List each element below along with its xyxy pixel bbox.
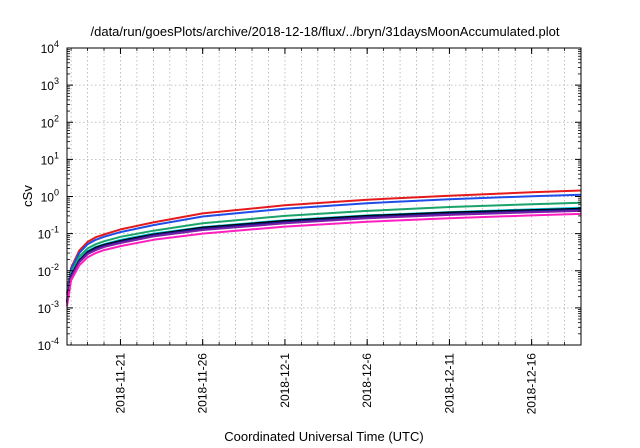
y-tick-base: 10 bbox=[41, 116, 55, 130]
chart-title: /data/run/goesPlots/archive/2018-12-18/f… bbox=[91, 24, 560, 39]
x-axis-label: Coordinated Universal Time (UTC) bbox=[224, 429, 423, 444]
y-tick-base: 10 bbox=[38, 302, 52, 316]
y-tick-base: 10 bbox=[38, 265, 52, 279]
y-tick-label: 10-1 bbox=[38, 225, 59, 242]
series-line-5 bbox=[66, 207, 582, 302]
y-tick-base: 10 bbox=[41, 79, 55, 93]
x-tick-label: 2018-12-6 bbox=[360, 353, 374, 408]
y-tick-base: 10 bbox=[41, 42, 55, 56]
y-tick-label: 104 bbox=[41, 39, 59, 56]
y-tick-exponent: -1 bbox=[51, 225, 59, 235]
x-tick-label: 2018-11-21 bbox=[113, 353, 127, 414]
y-tick-exponent: -2 bbox=[51, 262, 59, 272]
y-tick-exponent: 3 bbox=[54, 76, 59, 86]
y-tick-label: 10-3 bbox=[38, 299, 59, 316]
y-tick-base: 10 bbox=[38, 228, 52, 242]
x-tick-label: 2018-11-26 bbox=[196, 353, 210, 414]
ticks bbox=[67, 47, 581, 346]
y-tick-exponent: -4 bbox=[51, 336, 59, 346]
y-tick-exponent: 0 bbox=[54, 188, 59, 198]
y-tick-label: 100 bbox=[41, 188, 59, 205]
series-line-7 bbox=[66, 209, 582, 304]
y-tick-base: 10 bbox=[38, 339, 52, 353]
series-group bbox=[66, 189, 582, 307]
series-line-2 bbox=[66, 193, 582, 296]
y-tick-label: 101 bbox=[41, 150, 59, 167]
y-tick-base: 10 bbox=[41, 153, 55, 167]
y-axis-label: cSv bbox=[20, 185, 35, 207]
grid bbox=[67, 48, 581, 345]
y-tick-base: 10 bbox=[41, 191, 55, 205]
y-tick-exponent: 2 bbox=[54, 113, 59, 123]
series-line-3 bbox=[66, 201, 582, 299]
x-tick-label: 2018-12-11 bbox=[442, 353, 456, 414]
y-tick-exponent: -3 bbox=[51, 299, 59, 309]
y-tick-exponent: 4 bbox=[54, 39, 59, 49]
x-tick-labels: 2018-11-21 2018-11-26 2018-12-1 2018-12-6 20… bbox=[113, 353, 538, 415]
x-tick-label: 2018-12-1 bbox=[278, 353, 292, 408]
series-line-8 bbox=[66, 212, 582, 307]
y-tick-label: 10-2 bbox=[38, 262, 59, 279]
x-tick-label: 2018-12-16 bbox=[525, 353, 539, 415]
y-tick-label: 102 bbox=[41, 113, 59, 130]
y-tick-label: 10-4 bbox=[38, 336, 59, 353]
series-line-1 bbox=[66, 189, 582, 294]
y-tick-exponent: 1 bbox=[54, 150, 59, 160]
y-tick-label: 103 bbox=[41, 76, 59, 93]
